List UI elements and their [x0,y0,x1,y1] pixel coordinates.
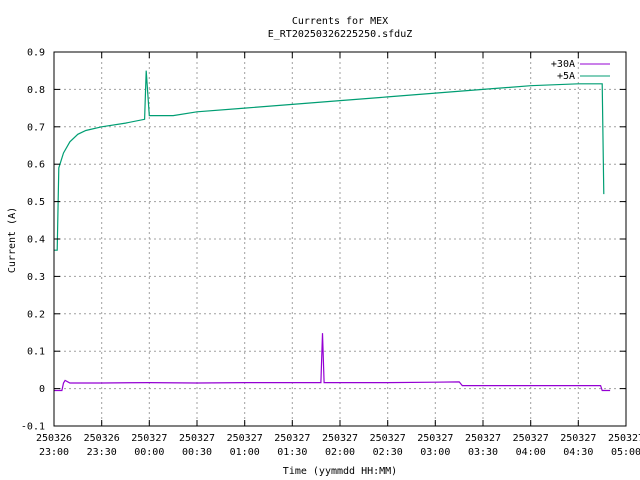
chart-title: Currents for MEX [292,16,388,27]
y-tick-label: 0.5 [27,197,45,208]
grid [54,52,626,426]
x-axis-label: Time (yymmdd HH:MM) [283,466,397,477]
y-tick-label: 0.3 [27,272,45,283]
legend: +30A +5A [551,59,610,82]
y-tick-label: -0.1 [21,422,45,433]
series-line-1 [54,70,605,251]
y-tick-label: 0.8 [27,85,45,96]
axis-ticks: -0.1 0 0.1 0.2 0.3 0.4 0.5 0.6 0.7 0.8 0.9 250326 23… [21,48,640,459]
x-tick-time-label: 02:00 [325,447,355,458]
y-tick-label: 0.6 [27,160,45,171]
x-tick-time-label: 00:00 [134,447,164,458]
x-tick-time-label: 01:30 [277,447,307,458]
x-tick-date-label: 250327 [322,433,358,444]
y-tick-label: 0.2 [27,309,45,320]
x-tick-time-label: 04:30 [563,447,593,458]
x-tick-date-label: 250327 [608,433,640,444]
x-tick-time-label: 03:00 [420,447,450,458]
x-tick-time-label: 23:30 [87,447,117,458]
y-tick-label: 0.7 [27,122,45,133]
x-tick-date-label: 250327 [513,433,549,444]
x-tick-date-label: 250327 [560,433,596,444]
x-tick-date-label: 250326 [84,433,120,444]
y-tick-label: 0.9 [27,48,45,59]
x-tick-date-label: 250327 [370,433,406,444]
y-axis-label: Current (A) [7,207,18,273]
x-tick-date-label: 250327 [227,433,263,444]
x-tick-date-label: 250327 [417,433,453,444]
y-tick-label: 0.4 [27,235,45,246]
x-tick-time-label: 05:00 [611,447,640,458]
y-tick-label: 0.1 [27,347,45,358]
x-tick-time-label: 00:30 [182,447,212,458]
x-tick-date-label: 250327 [131,433,167,444]
series-line-0 [54,333,611,392]
x-tick-time-label: 23:00 [39,447,69,458]
x-tick-date-label: 250327 [274,433,310,444]
series-lines [54,70,611,392]
x-tick-date-label: 250327 [179,433,215,444]
chart-subtitle: E_RT20250326225250.sfduZ [268,29,413,40]
x-tick-date-label: 250327 [465,433,501,444]
x-tick-date-label: 250326 [36,433,72,444]
legend-label-30a: +30A [551,59,575,70]
x-tick-time-label: 02:30 [373,447,403,458]
legend-label-5a: +5A [557,71,575,82]
y-tick-label: 0 [39,384,45,395]
x-tick-time-label: 03:30 [468,447,498,458]
x-tick-time-label: 04:00 [516,447,546,458]
x-tick-time-label: 01:00 [230,447,260,458]
